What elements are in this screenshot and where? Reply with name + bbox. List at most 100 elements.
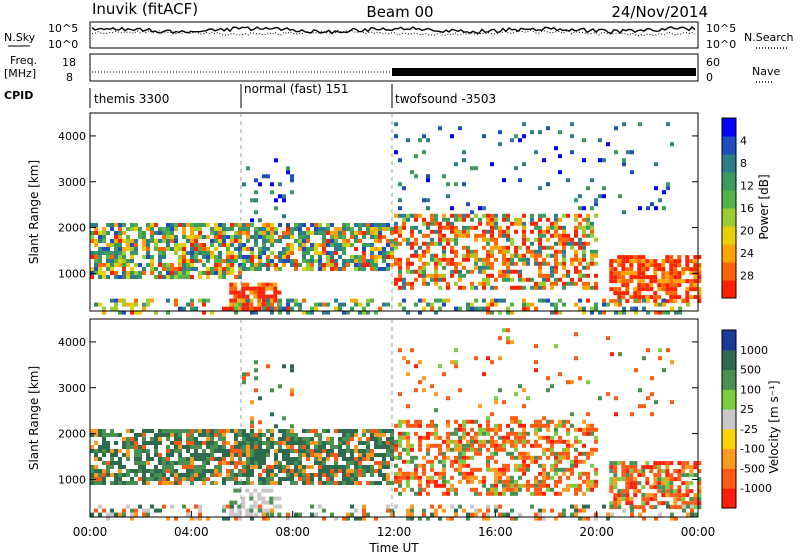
data-cell: [510, 451, 514, 456]
data-cell: [649, 287, 654, 292]
data-cell: [306, 267, 310, 271]
data-cell: [114, 512, 118, 517]
data-cell: [562, 281, 566, 286]
data-cell: [290, 174, 294, 179]
data-cell: [586, 487, 590, 492]
data-cell: [326, 477, 330, 481]
data-cell: [290, 388, 294, 393]
data-cell: [514, 221, 518, 226]
data-cell: [114, 263, 118, 267]
data-cell: [697, 267, 702, 272]
data-cell: [410, 459, 414, 464]
data-cell: [94, 259, 98, 263]
data-cell: [362, 504, 366, 509]
data-cell: [358, 465, 362, 469]
data-cell: [470, 471, 474, 476]
data-cell: [522, 443, 526, 448]
data-cell: [122, 302, 126, 307]
data-cell: [442, 463, 446, 468]
data-cell: [653, 485, 658, 490]
data-cell: [578, 516, 582, 521]
data-cell: [122, 259, 126, 263]
data-cell: [237, 508, 242, 513]
data-cell: [653, 461, 658, 466]
data-cell: [542, 475, 546, 480]
data-cell: [518, 451, 522, 456]
data-cell: [398, 483, 402, 488]
data-cell: [250, 457, 254, 461]
data-cell: [454, 431, 458, 436]
data-cell: [102, 473, 106, 477]
data-cell: [642, 298, 646, 303]
data-cell: [658, 198, 662, 203]
data-cell: [370, 235, 374, 239]
data-cell: [526, 261, 530, 266]
data-cell: [534, 427, 538, 432]
data-cell: [182, 429, 186, 433]
data-cell: [266, 481, 270, 485]
data-cell: [430, 229, 434, 234]
data-cell: [190, 275, 194, 279]
data-cell: [282, 441, 286, 445]
data-cell: [657, 481, 662, 486]
data-cell: [462, 253, 466, 258]
y-tick-label: 2000: [58, 428, 86, 441]
data-cell: [222, 449, 226, 453]
data-cell: [378, 437, 382, 441]
data-cell: [98, 231, 102, 235]
data-cell: [166, 231, 170, 235]
data-cell: [586, 225, 590, 230]
data-cell: [697, 263, 702, 268]
data-cell: [414, 277, 418, 282]
data-cell: [350, 469, 354, 473]
data-cell: [222, 235, 226, 239]
data-cell: [438, 471, 442, 476]
data-cell: [94, 302, 98, 307]
data-cell: [290, 231, 294, 235]
data-cell: [241, 294, 246, 299]
data-cell: [578, 376, 582, 381]
data-cell: [158, 481, 162, 485]
data-cell: [518, 463, 522, 468]
data-cell: [522, 253, 526, 258]
data-cell: [298, 477, 302, 481]
data-cell: [230, 504, 234, 509]
data-cell: [454, 447, 458, 452]
data-cell: [641, 505, 646, 510]
data-cell: [318, 263, 322, 267]
data-cell: [142, 433, 146, 437]
data-cell: [470, 455, 474, 460]
data-cell: [402, 217, 406, 222]
data-cell: [494, 447, 498, 452]
data-cell: [330, 512, 334, 517]
data-cell: [394, 455, 398, 460]
data-cell: [665, 469, 670, 474]
data-cell: [182, 247, 186, 251]
data-cell: [482, 213, 486, 218]
data-cell: [558, 491, 562, 496]
data-cell: [617, 255, 622, 260]
data-cell: [438, 306, 442, 311]
data-cell: [418, 423, 422, 428]
data-cell: [422, 467, 426, 472]
data-cell: [122, 508, 126, 513]
data-cell: [254, 360, 258, 365]
data-cell: [214, 235, 218, 239]
data-cell: [270, 437, 274, 441]
data-cell: [334, 231, 338, 235]
data-cell: [234, 275, 238, 279]
data-cell: [314, 243, 318, 247]
data-cell: [198, 251, 202, 255]
data-cell: [266, 429, 270, 433]
power-colorbar-label: Power [dB]: [757, 174, 771, 239]
data-cell: [378, 465, 382, 469]
data-cell: [342, 247, 346, 251]
data-cell: [134, 508, 138, 513]
data-cell: [178, 477, 182, 481]
data-cell: [218, 433, 222, 437]
data-cell: [474, 512, 478, 517]
data-cell: [657, 465, 662, 470]
data-cell: [474, 257, 478, 262]
data-cell: [677, 469, 682, 474]
data-cell: [546, 435, 550, 440]
